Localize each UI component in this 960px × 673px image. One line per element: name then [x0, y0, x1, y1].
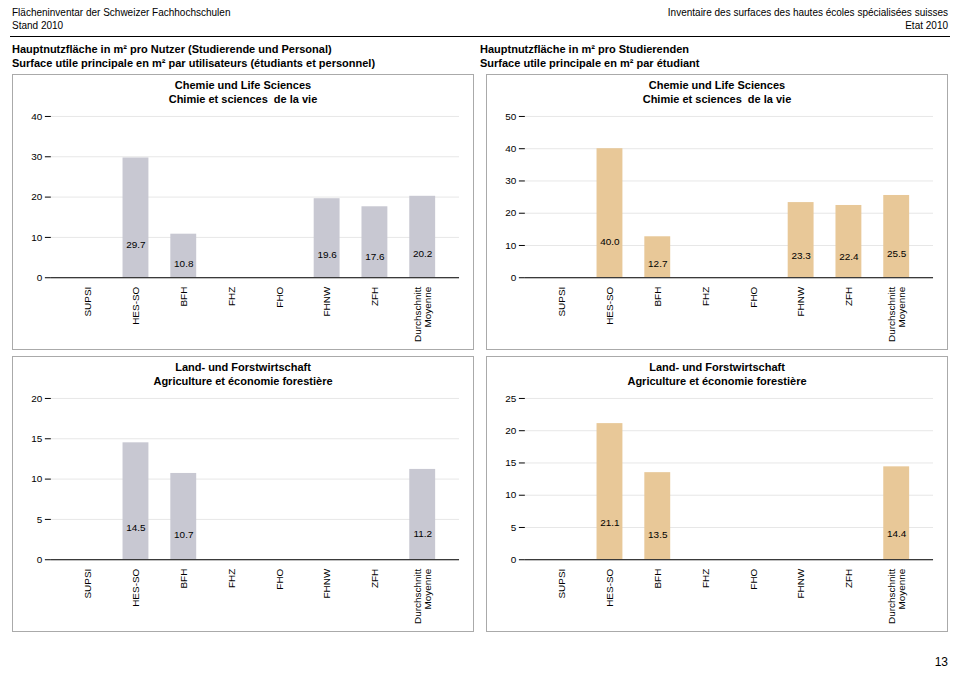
svg-text:0: 0: [511, 554, 517, 565]
svg-text:0: 0: [37, 272, 43, 283]
svg-text:FHNW: FHNW: [795, 568, 806, 598]
svg-text:10: 10: [31, 473, 43, 484]
svg-text:15: 15: [505, 457, 517, 468]
html-text:Land- und Forstwirtschaft Agri: Land- und Forstwirtschaft Agriculture et…: [627, 360, 807, 387]
svg-text:FHNW: FHNW: [321, 286, 332, 316]
svg-text:14.5: 14.5: [126, 521, 146, 532]
svg-text:20: 20: [31, 393, 43, 404]
svg-text:DurchschnittMoyenne: DurchschnittMoyenne: [886, 286, 907, 342]
svg-text:23.3: 23.3: [791, 250, 811, 261]
svg-text:FHNW: FHNW: [795, 286, 806, 316]
svg-text:BFH: BFH: [652, 569, 663, 589]
svg-text:13.5: 13.5: [648, 529, 668, 540]
svg-text:22.4: 22.4: [839, 251, 859, 262]
svg-text:40: 40: [505, 143, 517, 154]
svg-text:17.6: 17.6: [365, 251, 385, 262]
html-text:Surface utile principale en m²: Surface utile principale en m² par utili…: [12, 57, 376, 69]
svg-text:SUPSI: SUPSI: [556, 287, 567, 317]
svg-text:FHZ: FHZ: [226, 569, 237, 588]
svg-text:29.7: 29.7: [126, 239, 146, 250]
svg-text:21.1: 21.1: [600, 517, 620, 528]
svg-text:15: 15: [31, 433, 43, 444]
svg-text:5: 5: [511, 522, 517, 533]
svg-text:FHZ: FHZ: [700, 569, 711, 588]
svg-text:0: 0: [37, 554, 43, 565]
svg-text:FHO: FHO: [274, 286, 285, 307]
svg-text:BFH: BFH: [178, 287, 189, 307]
svg-text:SUPSI: SUPSI: [556, 569, 567, 599]
svg-text:11.2: 11.2: [413, 528, 432, 539]
svg-text:FHZ: FHZ: [226, 287, 237, 306]
svg-text:ZFH: ZFH: [369, 287, 380, 306]
svg-text:HES-SO: HES-SO: [604, 286, 615, 324]
svg-text:40.0: 40.0: [600, 236, 620, 247]
svg-text:5: 5: [37, 514, 43, 525]
svg-text:FHZ: FHZ: [700, 287, 711, 306]
svg-text:FHNW: FHNW: [321, 568, 332, 598]
html-text:Chemie und Life Sciences Chimi: Chemie und Life Sciences Chimie et scien…: [642, 79, 792, 105]
svg-text:BFH: BFH: [178, 569, 189, 589]
svg-text:HES-SO: HES-SO: [130, 568, 141, 606]
svg-text:10: 10: [31, 232, 43, 243]
svg-text:12.7: 12.7: [648, 258, 668, 269]
svg-text:SUPSI: SUPSI: [82, 287, 93, 317]
svg-text:30: 30: [505, 175, 517, 186]
html-text:Surface utile principale en m²: Surface utile principale en m² par étudi…: [480, 57, 700, 69]
svg-text:10.8: 10.8: [174, 258, 194, 269]
html-text:Stand 2010: Stand 2010: [12, 20, 64, 31]
svg-text:DurchschnittMoyenne: DurchschnittMoyenne: [412, 568, 433, 624]
html-text:13: 13: [934, 655, 948, 669]
svg-text:25: 25: [505, 393, 517, 404]
svg-text:BFH: BFH: [652, 287, 663, 307]
svg-text:20: 20: [505, 207, 517, 218]
html-text:Land- und Forstwirtschaft Agri: Land- und Forstwirtschaft Agriculture et…: [153, 360, 333, 387]
svg-text:ZFH: ZFH: [843, 569, 854, 588]
html-text:Etat 2010: Etat 2010: [905, 20, 948, 31]
html-text:Inventaire des surfaces des ha: Inventaire des surfaces des hautes école…: [667, 7, 948, 18]
svg-text:FHO: FHO: [748, 286, 759, 307]
svg-text:ZFH: ZFH: [843, 287, 854, 306]
svg-text:HES-SO: HES-SO: [604, 568, 615, 606]
svg-text:HES-SO: HES-SO: [130, 286, 141, 324]
svg-text:25.5: 25.5: [887, 248, 907, 259]
html-text:Chemie und Life Sciences Chimi: Chemie und Life Sciences Chimie et scien…: [168, 79, 318, 105]
html-text:Hauptnutzfläche in m² pro Nutz: Hauptnutzfläche in m² pro Nutzer (Studie…: [12, 43, 332, 55]
svg-text:DurchschnittMoyenne: DurchschnittMoyenne: [886, 568, 907, 624]
html-text:Flächeninventar der Schweizer: Flächeninventar der Schweizer Fachhochsc…: [12, 7, 231, 18]
svg-text:SUPSI: SUPSI: [82, 569, 93, 599]
svg-text:FHO: FHO: [748, 568, 759, 589]
svg-text:30: 30: [31, 151, 43, 162]
svg-text:50: 50: [505, 111, 517, 122]
svg-text:10: 10: [505, 489, 517, 500]
html-text:Hauptnutzfläche in m² pro Stud: Hauptnutzfläche in m² pro Studierenden: [480, 43, 689, 55]
svg-text:FHO: FHO: [274, 568, 285, 589]
svg-text:DurchschnittMoyenne: DurchschnittMoyenne: [412, 286, 433, 342]
svg-text:10: 10: [505, 240, 517, 251]
svg-text:10.7: 10.7: [174, 529, 194, 540]
svg-text:ZFH: ZFH: [369, 569, 380, 588]
svg-text:20: 20: [31, 191, 43, 202]
svg-text:20: 20: [505, 425, 517, 436]
svg-text:14.4: 14.4: [887, 527, 907, 538]
svg-text:40: 40: [31, 111, 43, 122]
svg-text:19.6: 19.6: [317, 249, 337, 260]
svg-text:20.2: 20.2: [413, 248, 433, 259]
svg-text:0: 0: [511, 272, 517, 283]
